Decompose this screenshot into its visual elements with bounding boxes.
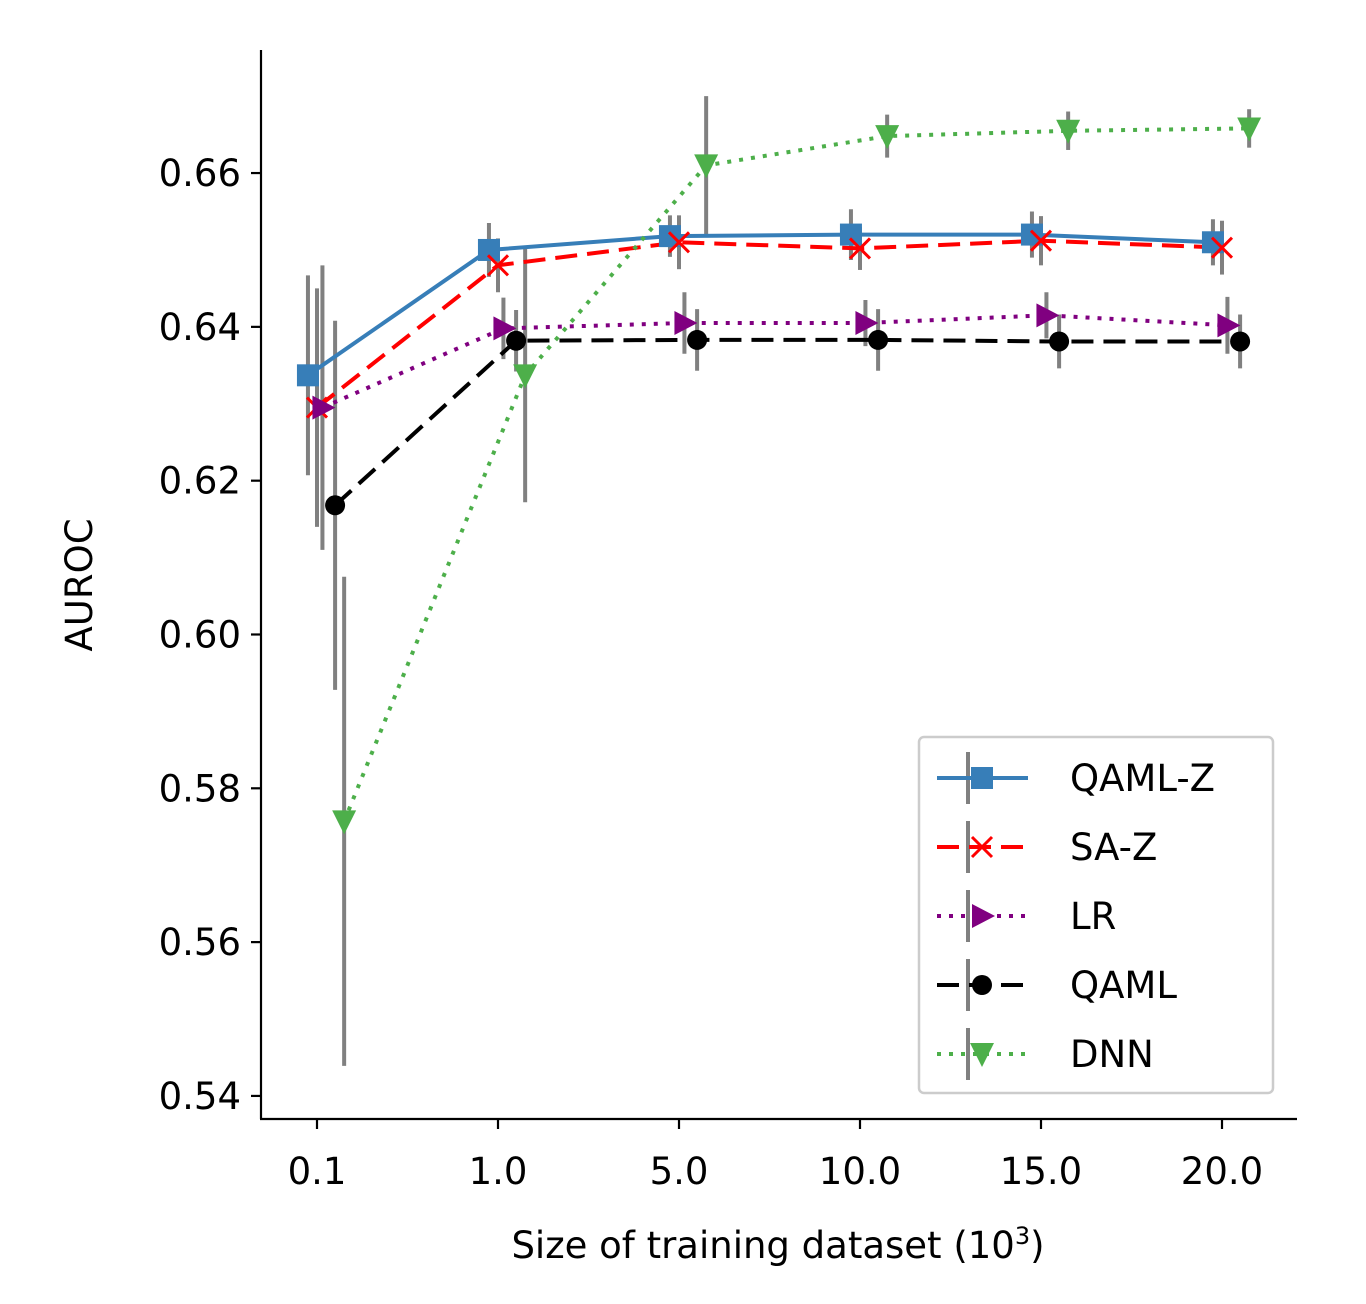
data-point-sa-z — [848, 237, 872, 260]
data-point-qaml-z — [658, 225, 681, 248]
legend-label-lr: LR — [1070, 895, 1116, 938]
markers-layer — [296, 117, 1262, 835]
data-point-lr — [855, 311, 879, 336]
data-point-sa-z — [667, 231, 691, 254]
data-point-qaml — [1230, 331, 1251, 352]
legend-marker-qaml — [972, 975, 992, 995]
data-point-dnn — [694, 154, 719, 179]
x-tick-label: 15.0 — [1000, 1150, 1082, 1193]
legend-label-sa-z: SA-Z — [1070, 826, 1157, 869]
series-line-qaml — [333, 337, 1241, 507]
data-point-qaml — [325, 495, 346, 516]
x-tick-label: 5.0 — [650, 1150, 709, 1193]
data-point-qaml-z — [296, 364, 319, 387]
legend-frame — [917, 735, 1275, 1095]
legend-marker-dnn — [970, 1043, 994, 1067]
x-tick-label: 1.0 — [469, 1150, 528, 1193]
data-point-lr — [674, 311, 698, 336]
y-tick-label: 0.66 — [159, 152, 241, 195]
x-tick-label: 10.0 — [819, 1150, 901, 1193]
x-axis-title-prefix: Size of training dataset (10 — [511, 1224, 1014, 1267]
y-tick-label: 0.58 — [159, 767, 241, 810]
data-point-dnn — [875, 125, 900, 150]
legend-marker-qaml-z — [971, 767, 993, 789]
y-tick-label: 0.64 — [159, 306, 241, 349]
series-line-sa-z — [315, 238, 1223, 410]
x-tick-label: 20.0 — [1181, 1150, 1263, 1193]
legend-label-qaml-z: QAML-Z — [1070, 757, 1215, 800]
x-axis-title-suffix: ) — [1030, 1224, 1044, 1267]
data-point-qaml-z — [839, 223, 862, 246]
series-line-qaml-z — [306, 232, 1214, 377]
y-tick-label: 0.56 — [159, 921, 241, 964]
axes-layer — [259, 50, 1297, 1121]
series-line-dnn — [342, 126, 1250, 823]
legend-label-dnn: DNN — [1070, 1033, 1154, 1076]
series-lines-layer — [306, 126, 1250, 823]
data-point-sa-z — [486, 254, 510, 277]
data-point-qaml-z — [1020, 223, 1043, 246]
legend-marker-sa-z — [970, 835, 994, 859]
data-point-dnn — [1237, 117, 1262, 142]
data-point-qaml — [1049, 331, 1070, 352]
data-point-dnn — [1056, 119, 1081, 144]
data-point-dnn — [332, 810, 357, 835]
x-ticks: 0.1 1.0 5.0 10.0 15.0 20.0 — [288, 1119, 1263, 1193]
y-ticks: 0.54 0.56 0.58 0.60 0.62 0.64 0.66 — [159, 152, 261, 1118]
x-tick-label: 0.1 — [288, 1150, 347, 1193]
data-point-qaml-z — [477, 238, 500, 261]
legend: QAML-Z SA-Z LR QAML DNN — [917, 735, 1275, 1095]
data-point-lr — [312, 395, 336, 420]
legend-marker-lr — [972, 904, 995, 928]
legend-label-qaml: QAML — [1070, 964, 1177, 1007]
data-point-qaml — [687, 329, 708, 350]
data-point-lr — [1217, 313, 1241, 338]
data-point-sa-z — [1029, 229, 1053, 252]
data-point-qaml-z — [1201, 231, 1224, 254]
data-point-dnn — [513, 364, 538, 389]
data-point-lr — [493, 316, 517, 341]
y-tick-label: 0.60 — [159, 613, 241, 656]
y-tick-label: 0.62 — [159, 460, 241, 503]
data-point-sa-z — [1210, 236, 1234, 259]
data-point-qaml — [868, 329, 889, 350]
data-point-qaml — [506, 330, 527, 351]
x-axis-title: Size of training dataset (103) — [511, 1222, 1044, 1267]
y-axis-title: AUROC — [58, 518, 101, 651]
x-axis-title-exponent: 3 — [1015, 1222, 1030, 1250]
series-line-lr — [321, 313, 1228, 410]
y-tick-label: 0.54 — [159, 1075, 241, 1118]
data-point-lr — [1036, 303, 1060, 328]
